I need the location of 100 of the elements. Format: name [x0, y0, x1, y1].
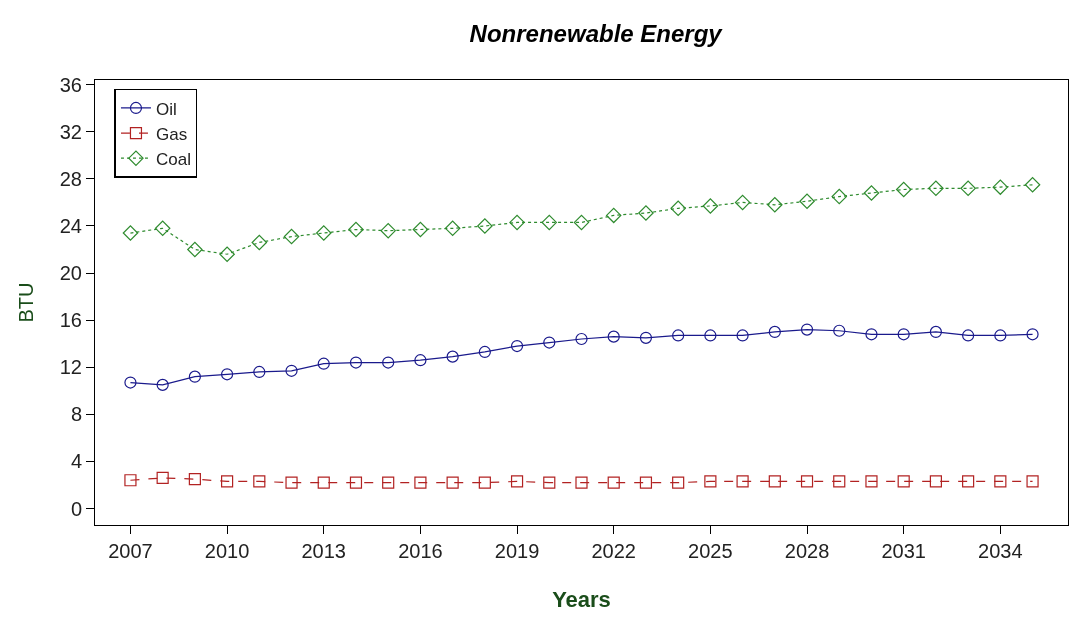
point: [122, 225, 139, 241]
point: [221, 475, 234, 488]
point: [736, 329, 749, 342]
x-tick-label: 2007: [108, 540, 153, 562]
point: [575, 476, 588, 489]
point: [188, 370, 201, 383]
point: [510, 339, 524, 353]
y-axis-title: BTU: [15, 282, 38, 323]
x-tick-label: 2010: [204, 540, 250, 562]
point: [412, 221, 429, 238]
point: [831, 188, 847, 205]
point: [414, 354, 427, 367]
point: [928, 180, 944, 197]
y-tick-label: 8: [70, 403, 82, 426]
point: [736, 475, 749, 488]
y-tick-label: 12: [59, 356, 82, 379]
point: [799, 193, 815, 210]
point: [446, 476, 459, 489]
point: [897, 328, 910, 341]
y-tick-label: 4: [70, 450, 82, 473]
point: [187, 241, 203, 258]
point: [510, 475, 524, 488]
point: [221, 368, 234, 381]
point: [607, 330, 620, 343]
point: [573, 214, 590, 231]
point: [704, 329, 717, 342]
x-tick-label: 2019: [494, 540, 540, 562]
legend-label: Coal: [155, 149, 191, 169]
point: [349, 476, 363, 489]
point: [317, 476, 330, 489]
point: [767, 197, 783, 213]
legend-label: Oil: [155, 99, 177, 119]
point: [639, 331, 653, 344]
point: [285, 476, 298, 489]
y-tick-label: 20: [59, 262, 82, 285]
point: [478, 345, 491, 359]
point: [316, 225, 332, 241]
point: [124, 376, 137, 389]
point: [929, 475, 942, 488]
point: [768, 475, 781, 488]
point: [992, 179, 1009, 195]
y-tick-label: 24: [59, 214, 82, 237]
point: [639, 476, 653, 489]
point: [1026, 475, 1039, 488]
point: [251, 234, 268, 251]
point: [704, 475, 717, 488]
point: [253, 365, 266, 379]
point: [253, 475, 266, 488]
point: [605, 207, 622, 224]
point: [863, 185, 880, 201]
point: [833, 475, 846, 488]
point: [156, 471, 169, 485]
point: [188, 472, 201, 486]
chart-title: Nonrenewable Energy: [469, 19, 724, 47]
point: [156, 378, 169, 392]
point: [672, 329, 685, 342]
point: [734, 194, 751, 211]
point: [543, 336, 556, 349]
x-tick-label: 2025: [688, 540, 733, 562]
point: [478, 476, 491, 489]
point: [124, 474, 137, 487]
point: [962, 475, 975, 488]
point: [317, 357, 330, 370]
point: [929, 325, 942, 339]
point: [446, 350, 459, 363]
point: [1024, 177, 1041, 193]
point: [994, 475, 1007, 488]
x-tick-label: 2028: [784, 540, 830, 562]
point: [670, 200, 686, 217]
x-tick-label: 2016: [398, 540, 443, 562]
point: [833, 324, 846, 337]
point: [1026, 328, 1039, 341]
point: [444, 220, 461, 237]
legend-label: Gas: [155, 124, 188, 144]
point: [541, 214, 558, 231]
x-tick-label: 2034: [978, 540, 1023, 562]
y-tick-label: 0: [70, 497, 82, 520]
x-axis-title: Years: [552, 586, 611, 612]
point: [895, 181, 912, 198]
y-tick-label: 36: [59, 73, 82, 96]
point: [380, 222, 396, 239]
x-tick-label: 2031: [881, 540, 926, 562]
point: [638, 205, 654, 221]
y-tick-label: 16: [59, 309, 82, 332]
point: [382, 356, 395, 369]
point: [382, 476, 395, 489]
point: [348, 221, 364, 238]
point: [865, 475, 878, 488]
point: [800, 323, 814, 336]
point: [962, 329, 975, 342]
point: [800, 475, 814, 488]
point: [768, 325, 781, 339]
point: [154, 220, 171, 237]
point: [477, 218, 493, 234]
point: [897, 475, 910, 488]
point: [283, 228, 300, 245]
point: [414, 476, 427, 489]
point: [607, 476, 620, 489]
x-tick-label: 2013: [301, 540, 346, 562]
x-tick-label: 2022: [591, 540, 636, 562]
